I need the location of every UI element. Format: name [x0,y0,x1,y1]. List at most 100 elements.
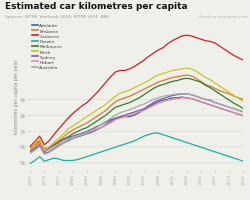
Brisbane [146,86,150,89]
Perth [189,68,192,71]
Brisbane [33,145,36,147]
Canberra [132,66,136,68]
Canberra [128,68,131,71]
Australia [203,99,206,101]
Perth [57,138,60,140]
Hobart [66,138,69,141]
Australia [48,152,50,154]
Darwin [28,163,32,165]
Perth [208,79,211,82]
Perth [203,77,206,79]
Sydney [227,106,230,109]
Darwin [151,132,154,135]
Brisbane [156,82,159,84]
Hobart [90,130,93,132]
Australia [94,127,98,129]
Brisbane [57,140,60,142]
Australia [213,102,216,104]
Melbourne [189,78,192,81]
Line: Perth: Perth [30,69,242,149]
Australia [241,111,244,114]
Hobart [80,133,84,135]
Canberra [66,117,69,120]
Sydney [198,97,202,100]
Brisbane [137,91,140,93]
Australia [38,145,41,148]
Hobart [94,128,98,131]
Darwin [104,149,107,152]
Sydney [137,110,140,112]
Australia [109,117,112,120]
Adelaide [170,97,173,100]
Sydney [166,96,168,99]
Sydney [28,151,32,153]
Darwin [80,157,84,160]
Brisbane [218,90,220,93]
Australia [104,121,107,123]
Melbourne [38,143,41,145]
Canberra [114,71,116,74]
Adelaide [28,147,32,149]
Australia [71,138,74,140]
Adelaide [76,134,79,136]
Perth [104,103,107,106]
Brisbane [198,81,202,83]
Brisbane [109,105,112,107]
Australia [208,100,211,103]
Adelaide [85,131,88,133]
Brisbane [180,75,182,78]
Darwin [232,157,234,160]
Line: Darwin: Darwin [30,133,242,164]
Canberra [170,40,173,43]
Adelaide [71,135,74,138]
Hobart [38,142,41,145]
Sydney [180,93,182,96]
Canberra [52,134,55,136]
Line: Australia: Australia [30,94,242,154]
Sydney [57,145,60,147]
Adelaide [175,97,178,100]
Brisbane [118,99,121,101]
Perth [146,80,150,82]
Melbourne [114,106,116,109]
Sydney [175,94,178,96]
Sydney [203,99,206,101]
Australia [118,112,121,114]
Perth [71,125,74,128]
Line: Adelaide: Adelaide [30,98,242,149]
Hobart [137,111,140,114]
Perth [132,87,136,89]
Perth [85,116,88,118]
Canberra [90,97,93,100]
Perth [38,138,41,141]
Melbourne [94,121,98,123]
Sydney [114,117,116,120]
Canberra [85,102,88,104]
Brisbane [66,132,69,135]
Perth [241,101,244,103]
Sydney [222,105,225,107]
Darwin [71,159,74,162]
Brisbane [52,144,55,146]
Melbourne [118,105,121,107]
Darwin [85,156,88,158]
Melbourne [76,131,79,133]
Adelaide [80,132,84,135]
Australia [184,93,187,96]
Australia [43,153,46,156]
Darwin [90,154,93,156]
Darwin [33,159,36,162]
Sydney [132,111,136,114]
Melbourne [142,94,145,96]
Australia [76,135,79,138]
Canberra [161,47,164,50]
Melbourne [232,103,234,105]
Darwin [57,158,60,160]
Melbourne [104,114,107,117]
Australia [218,103,220,106]
Hobart [213,106,216,108]
Brisbane [99,113,102,115]
Australia [142,103,145,106]
Sydney [71,138,74,140]
Adelaide [94,126,98,128]
